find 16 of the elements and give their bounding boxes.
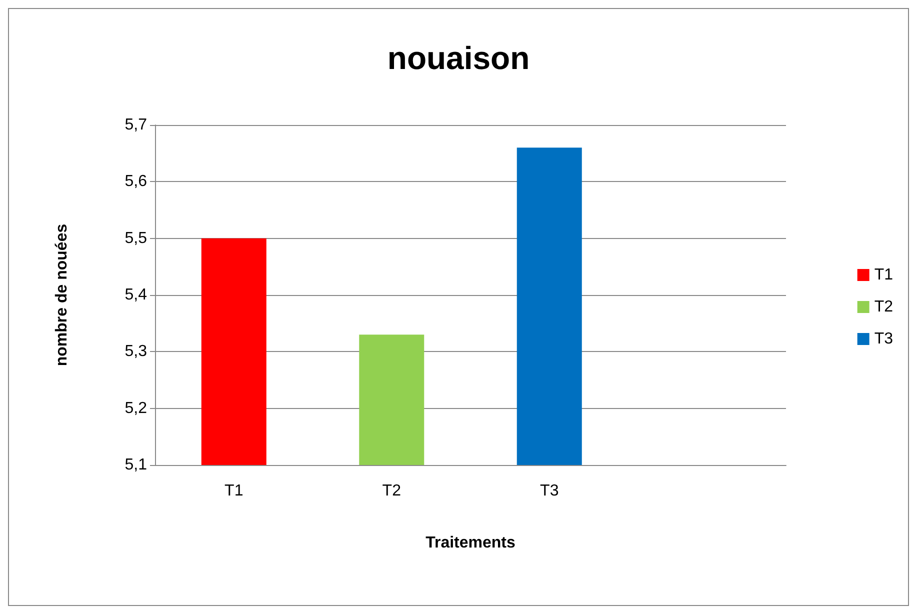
x-axis-title: Traitements <box>426 534 516 552</box>
y-tick-label: 5,5 <box>124 230 148 247</box>
legend-label: T3 <box>874 330 894 348</box>
legend-label: T1 <box>874 266 894 284</box>
legend-label: T2 <box>874 298 894 316</box>
y-tick-label: 5,2 <box>124 400 148 417</box>
y-tick-label: 5,7 <box>124 116 148 134</box>
x-tick-label: T2 <box>382 482 402 500</box>
chart-title: nouaison <box>387 40 530 76</box>
y-axis-title: nombre de nouées <box>54 224 70 366</box>
y-tick-label: 5,3 <box>124 343 148 360</box>
x-tick-label: T3 <box>540 482 559 500</box>
y-tick-label: 5,4 <box>124 286 148 304</box>
x-tick-label: T1 <box>224 482 244 500</box>
y-tick-label: 5,6 <box>124 173 148 190</box>
y-tick-label: 5,1 <box>124 456 148 474</box>
